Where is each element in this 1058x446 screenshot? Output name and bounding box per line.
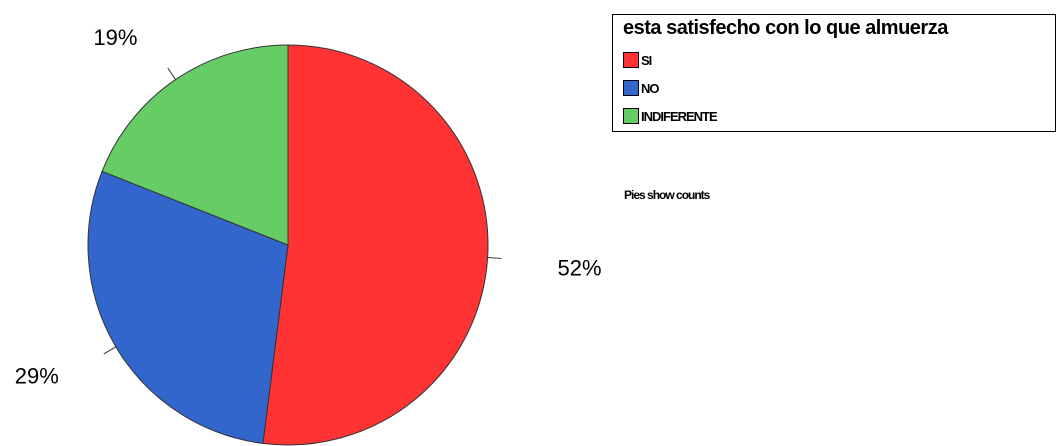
data-label-indiferente: 19% — [93, 25, 137, 50]
legend-label-indiferente: INDIFERENTE — [641, 108, 718, 124]
pie-slice-si — [262, 44, 489, 446]
pie-slice-no — [87, 170, 289, 444]
legend-swatch-si — [623, 52, 639, 68]
legend-title: esta satisfecho con lo que almuerza — [623, 17, 948, 39]
chart-footnote: Pies show counts — [624, 188, 710, 202]
data-label-si: 52% — [558, 256, 602, 281]
legend-item-no: NO — [623, 77, 659, 99]
legend-item-si: SI — [623, 49, 652, 71]
legend-swatch-no — [623, 80, 639, 96]
legend-label-no: NO — [641, 80, 659, 96]
legend: esta satisfecho con lo que almuerza SI N… — [612, 14, 1056, 132]
label-leader-si — [487, 257, 502, 259]
legend-label-si: SI — [641, 52, 652, 68]
label-leader-indiferente — [167, 67, 176, 80]
pie-slice-indiferente — [101, 44, 289, 246]
legend-item-indiferente: INDIFERENTE — [623, 105, 718, 127]
legend-swatch-indiferente — [623, 108, 639, 124]
data-label-no: 29% — [15, 363, 59, 388]
label-leader-no — [103, 346, 117, 355]
